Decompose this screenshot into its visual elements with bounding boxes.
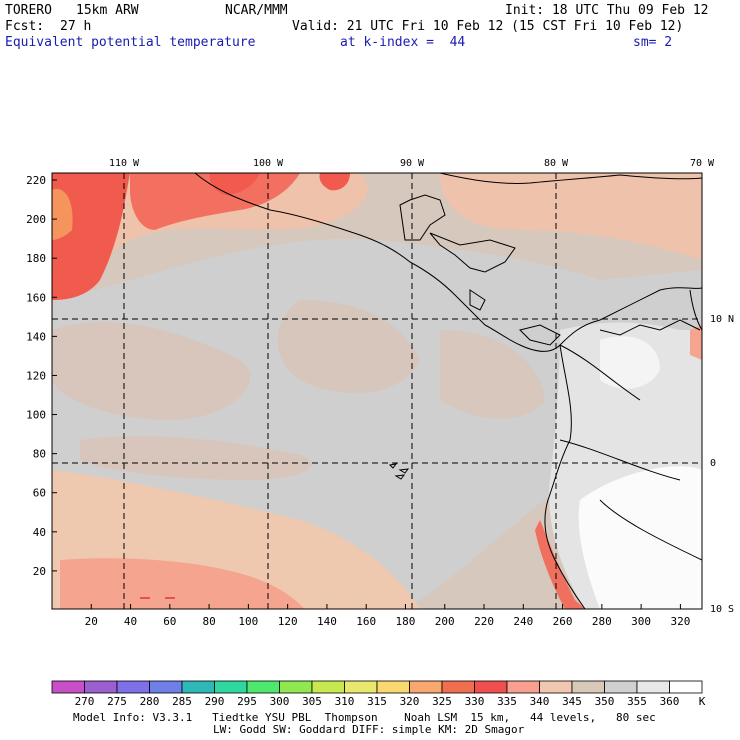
x-tick-label: 20 [85,615,98,628]
colorbar-level-label: 270 [75,695,95,708]
colorbar-level-label: 360 [660,695,680,708]
colorbar-swatch [84,680,118,694]
center-label: NCAR/MMM [225,3,288,18]
theta-e-field [52,173,702,609]
colorbar-swatch [376,680,410,694]
colorbar-swatch [539,680,573,694]
colorbar-level-label: 320 [400,695,420,708]
y-tick-label: 100 [26,409,46,422]
x-tick-label: 40 [124,615,137,628]
colorbar-level-label: 285 [172,695,192,708]
x-tick-label: 280 [592,615,612,628]
x-tick-label: 180 [396,615,416,628]
colorbar-swatch [409,680,443,694]
colorbar-level-label: 330 [465,695,485,708]
colorbar-swatch [636,680,670,694]
x-tick-label: 60 [163,615,176,628]
y-tick-label: 220 [26,174,46,187]
fcst-value: 27 h [60,19,92,34]
colorbar-swatch [669,680,703,694]
lat-label-0: 0 [710,458,716,469]
colorbar-level-label: 300 [270,695,290,708]
colorbar-swatch [116,680,150,694]
y-tick-label: 200 [26,213,46,226]
lon-labels: 110 W 100 W 90 W 80 W 70 W [109,158,715,169]
coastlines [194,173,702,609]
colorbar-swatch [506,680,540,694]
resolution-label: 15km ARW [76,3,139,18]
colorbar-level-label: 295 [237,695,257,708]
colorbar-level-label: 315 [367,695,387,708]
x-tick-label: 140 [317,615,337,628]
y-tick-label: 80 [33,448,46,461]
footer-line2: LW: Godd SW: Goddard DIFF: simple KM: 2D… [213,723,525,736]
x-tick-label: 300 [631,615,651,628]
colorbar-labels: 270 275 280 285 290 295 300 305 310 315 320 325 330 3… [75,695,680,708]
colorbar-swatch [604,680,638,694]
colorbar-level-label: 345 [562,695,582,708]
level-label: at k-index = 44 [340,35,466,50]
x-tick-label: 100 [238,615,258,628]
colorbar-level-label: 290 [205,695,225,708]
colorbar-level-label: 350 [595,695,615,708]
colorbar-swatch [149,680,183,694]
lat-label-10s: 10 S [710,604,734,615]
lat-labels: 10 N 0 10 S [710,314,734,615]
colorbar-level-label: 310 [335,695,355,708]
graticule [52,173,702,609]
y-tick-label: 60 [33,487,46,500]
colorbar-swatch [181,680,215,694]
x-tick-label: 220 [474,615,494,628]
colorbar [51,680,703,694]
y-tick-label: 180 [26,252,46,265]
colorbar-level-label: 335 [497,695,517,708]
colorbar-level-label: 305 [302,695,322,708]
y-tick-label: 40 [33,526,46,539]
lon-label-90w: 90 W [400,158,425,169]
x-tick-label: 120 [278,615,298,628]
lon-label-110w: 110 W [109,158,140,169]
colorbar-level-label: 325 [432,695,452,708]
footer-line1: Model Info: V3.3.1 Tiedtke YSU PBL Thomp… [73,711,656,724]
init-time: Init: 18 UTC Thu 09 Feb 12 [505,3,709,18]
smoothing-label: sm= 2 [633,35,673,50]
colorbar-level-label: 340 [530,695,550,708]
valid-time: Valid: 21 UTC Fri 10 Feb 12 (15 CST Fri … [292,19,684,34]
colorbar-swatch [279,680,313,694]
colorbar-swatch [51,680,85,694]
y-tick-label: 140 [26,330,46,343]
x-axis: 20 40 60 80 100 120 140 160 180 200 220 240 260 280 30… [85,604,690,628]
colorbar-swatch [214,680,248,694]
colorbar-swatch [474,680,508,694]
x-tick-label: 240 [513,615,533,628]
map-frame [51,172,703,610]
x-tick-label: 200 [435,615,455,628]
lon-label-80w: 80 W [544,158,569,169]
lat-label-10n: 10 N [710,314,734,325]
x-tick-label: 260 [553,615,573,628]
colorbar-level-label: 355 [627,695,647,708]
colorbar-level-label: 280 [140,695,160,708]
colorbar-swatch [571,680,605,694]
x-tick-label: 160 [356,615,376,628]
colorbar-swatch [441,680,475,694]
lon-label-100w: 100 W [253,158,284,169]
x-tick-label: 80 [202,615,215,628]
x-tick-label: 320 [670,615,690,628]
fcst-label: Fcst: [5,19,45,34]
y-tick-label: 20 [33,565,46,578]
colorbar-level-label: 275 [107,695,127,708]
y-tick-label: 160 [26,291,46,304]
colorbar-unit: K [699,695,706,708]
lon-label-70w: 70 W [690,158,715,169]
colorbar-swatch [246,680,280,694]
y-axis: 220 200 180 160 140 120 100 80 60 40 20 [26,174,57,578]
colorbar-swatch [344,680,378,694]
model-name: TORERO [5,3,52,18]
colorbar-swatch [311,680,345,694]
y-tick-label: 120 [26,369,46,382]
field-name: Equivalent potential temperature [5,35,256,50]
